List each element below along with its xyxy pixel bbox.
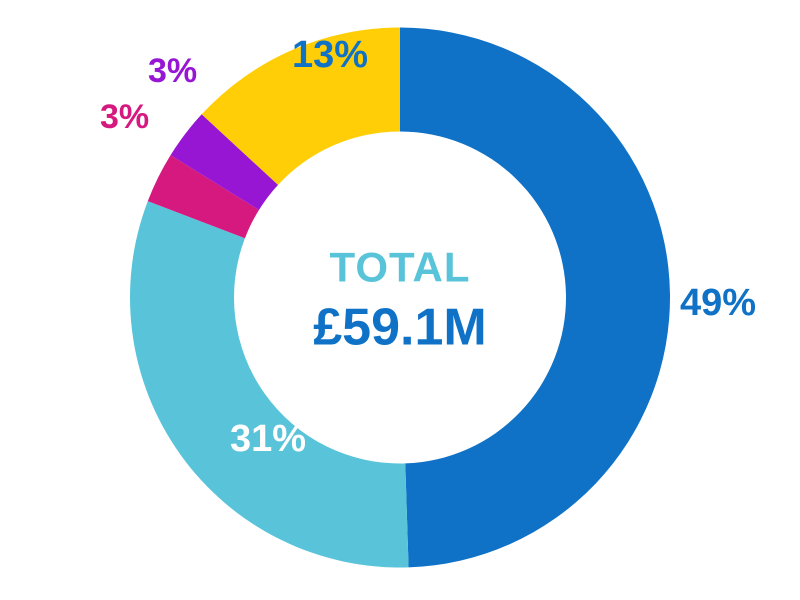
slice-teal-label: 31% bbox=[230, 418, 306, 461]
slice-blue-label: 49% bbox=[680, 282, 756, 325]
chart-center: TOTAL £59.1M bbox=[270, 243, 530, 357]
center-label: TOTAL bbox=[270, 243, 530, 291]
slice-yellow-label: 13% bbox=[292, 34, 368, 77]
center-value: £59.1M bbox=[270, 297, 530, 357]
slice-purple-label: 3% bbox=[148, 52, 197, 91]
donut-chart: TOTAL £59.1M bbox=[130, 28, 670, 573]
slice-magenta-label: 3% bbox=[100, 98, 149, 137]
